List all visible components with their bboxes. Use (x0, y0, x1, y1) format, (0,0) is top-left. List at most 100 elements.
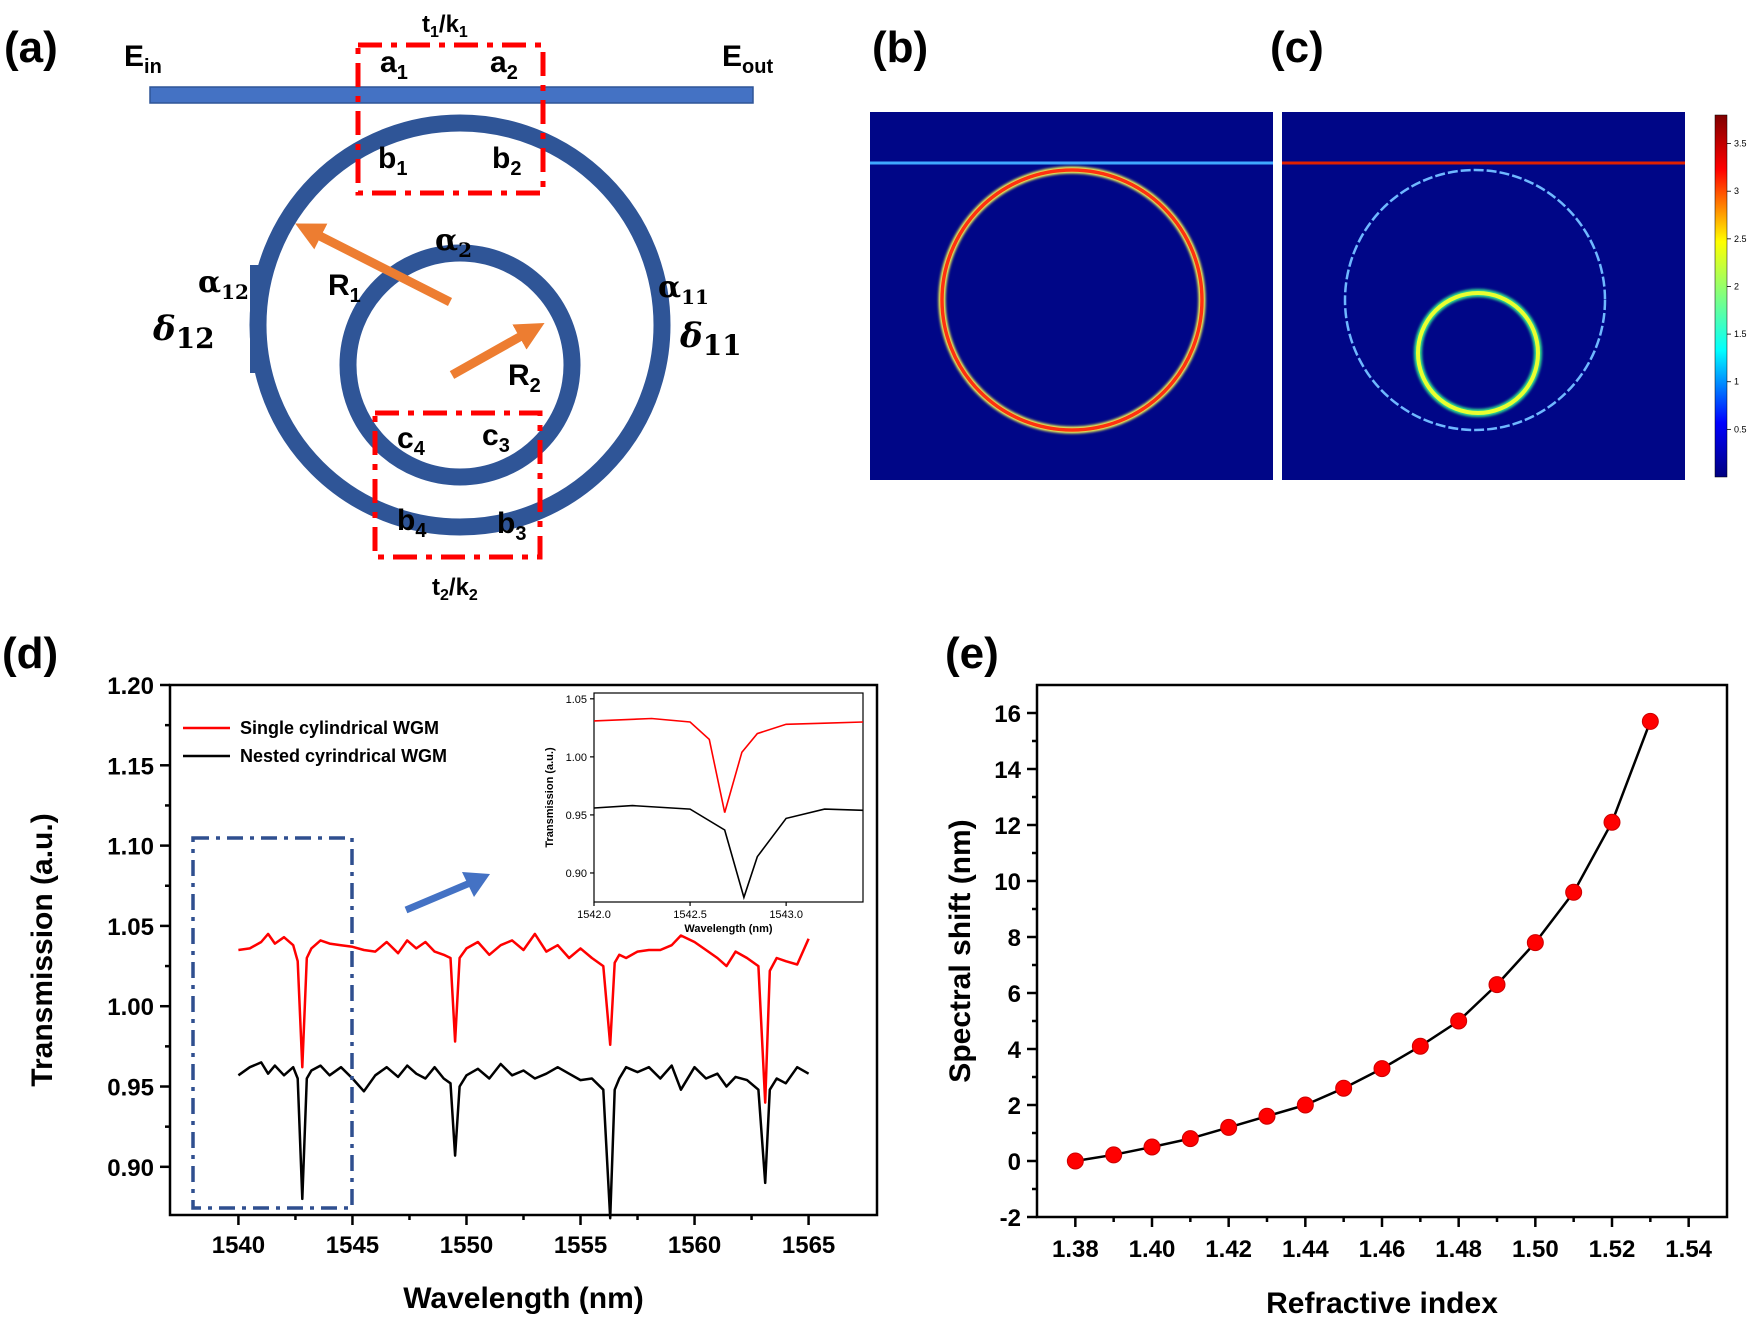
chart-e-point (1373, 1060, 1391, 1078)
chart-e-y-tick-label: 12 (994, 813, 1021, 840)
chart-e-point (1488, 976, 1506, 994)
bus-waveguide (149, 86, 754, 104)
chart-e-y-tick-label: 14 (994, 757, 1021, 784)
chart-e-point (1411, 1037, 1429, 1055)
label-t1-k1: t1/k1 (422, 11, 468, 41)
chart-d-x-tick-label: 1565 (782, 1232, 835, 1259)
chart-d-inset-series-line-0 (593, 717, 864, 813)
chart-e-point (1296, 1096, 1314, 1114)
chart-e-y-tick-label: 0 (1008, 1149, 1021, 1176)
outer-ring (249, 114, 671, 536)
chart-e-x-tick-label: 1.52 (1589, 1236, 1636, 1263)
chart-d-inset-y-tick-label: 0.90 (566, 868, 587, 880)
chart-d-x-tick-label: 1550 (440, 1232, 493, 1259)
label-b3: b3 (497, 507, 526, 545)
chart-d-inset-xlabel: Wavelength (nm) (684, 923, 773, 935)
panel-label-c: (c) (1270, 23, 1324, 72)
panel-label-b: (b) (872, 23, 928, 72)
field-c-outer-ring (1343, 168, 1607, 432)
chart-d-x-tick-label: 1545 (326, 1232, 379, 1259)
chart-e-xlabel: Refractive index (1266, 1287, 1498, 1320)
panel-label-e: (e) (945, 629, 999, 678)
chart-d-x-tick-label: 1540 (212, 1232, 265, 1259)
chart-d-inset-x-tick-label: 1542.0 (577, 909, 611, 921)
chart-d-inset-ylabel: Transmission (a.u.) (544, 747, 556, 848)
chart-e-y-tick-label: 10 (994, 869, 1021, 896)
chart-d-y-tick-label: 1.05 (107, 914, 154, 941)
chart-d-y-tick-label: 0.95 (107, 1075, 154, 1102)
label-b1: b1 (378, 142, 407, 180)
chart-e-point (1603, 813, 1621, 831)
chart-d-zoom-arrow-head (462, 872, 490, 897)
chart-d-ylabel: Transmission (a.u.) (26, 813, 59, 1086)
panel-c: (c) 3.5 3 2.5 2 1.5 1 0.5 (1270, 23, 1747, 480)
chart-d-xlabel: Wavelength (nm) (403, 1282, 644, 1315)
chart-e: 1.38 1.40 1.42 1.44 1.46 1.48 1.50 1.52 1.54 -2 0 2… (944, 683, 1729, 1320)
colorbar-tick-label: 3 (1734, 186, 1739, 196)
colorbar-tick-label: 0.5 (1734, 424, 1747, 434)
label-a2: a2 (490, 46, 518, 84)
chart-e-y-tick-label: 2 (1008, 1093, 1021, 1120)
panel-d: (d) 1540 1545 1550 1555 1560 1565 0.90 0.95 1.00… (2, 629, 879, 1315)
chart-e-point (1641, 712, 1659, 730)
label-delta12: δ12 (152, 309, 215, 355)
chart-e-point (1335, 1079, 1353, 1097)
chart-d-inset-x-tick-label: 1543.0 (769, 909, 803, 921)
chart-e-point (1450, 1012, 1468, 1030)
chart-e-point (1181, 1130, 1199, 1148)
panel-a: (a) Ein Eout t1/k1 t2/k2 a1 a2 b1 b2 c4 … (4, 11, 773, 604)
panel-label-d: (d) (2, 629, 58, 678)
label-t2-k2: t2/k2 (432, 574, 478, 604)
field-c-inner-ring (1416, 291, 1540, 415)
chart-e-ylabel: Spectral shift (nm) (944, 819, 977, 1082)
chart-d-inset-y-tick-label: 0.95 (566, 810, 587, 822)
chart-e-x-tick-label: 1.40 (1129, 1236, 1176, 1263)
chart-d-inset-x-tick-label: 1542.5 (673, 909, 707, 921)
chart-d-inset-plot-frame (593, 692, 864, 903)
colorbar-tick-label: 1 (1734, 377, 1739, 387)
chart-e-point (1220, 1118, 1238, 1136)
chart-e-y-tick-label: 8 (1008, 925, 1021, 952)
coupler-box-1 (355, 42, 546, 196)
chart-e-x-tick-label: 1.48 (1435, 1236, 1482, 1263)
colorbar-tick-label: 2 (1734, 281, 1739, 291)
chart-e-x-tick-label: 1.54 (1665, 1236, 1712, 1263)
label-alpha12: α12 (198, 265, 249, 304)
field-b-ring (940, 168, 1204, 432)
label-delta11: δ11 (679, 316, 742, 362)
phase-section-12 (250, 265, 264, 373)
chart-d-y-tick-label: 1.00 (107, 994, 154, 1021)
chart-e-x-tick-label: 1.46 (1359, 1236, 1406, 1263)
chart-d-legend-label: Nested cyrindrical WGM (240, 746, 447, 766)
chart-d-series-line-1 (237, 1061, 810, 1220)
label-c4: c4 (397, 422, 426, 460)
chart-e-point (1526, 934, 1544, 952)
chart-e-point (1258, 1107, 1276, 1125)
label-alpha2: α2 (435, 223, 472, 262)
label-e-out: Eout (722, 40, 773, 78)
chart-d-zoom-box (191, 836, 354, 1210)
label-r1: R1 (328, 269, 361, 307)
chart-d-x-tick-label: 1560 (668, 1232, 721, 1259)
chart-e-plot-frame (1035, 683, 1729, 1219)
chart-e-x-tick-label: 1.50 (1512, 1236, 1559, 1263)
chart-d-x-tick-label: 1555 (554, 1232, 607, 1259)
chart-e-y-tick-label: 16 (994, 701, 1021, 728)
chart-e-point (1565, 883, 1583, 901)
label-b4: b4 (397, 504, 427, 542)
label-alpha11: α11 (658, 270, 709, 309)
chart-d-inset-series-line-1 (593, 804, 864, 901)
colorbar-tick-label: 2.5 (1734, 234, 1747, 244)
chart-e-fit-line (1075, 720, 1652, 1163)
chart-d-zoom-arrow (404, 879, 472, 914)
chart-e-point (1143, 1138, 1161, 1156)
chart-e-y-tick-label: 6 (1008, 981, 1021, 1008)
chart-d-legend-label: Single cylindrical WGM (240, 718, 439, 738)
chart-d-inset-y-tick-label: 1.05 (566, 694, 587, 706)
chart-d-y-tick-label: 0.90 (107, 1155, 154, 1182)
chart-e-y-tick-label: 4 (1008, 1037, 1022, 1064)
panel-b: (b) (870, 23, 1273, 480)
panel-label-a: (a) (4, 23, 58, 72)
chart-d-inset: 1542.0 1542.5 1543.0 0.90 0.95 1.00 1.05 Wavele… (544, 692, 864, 935)
